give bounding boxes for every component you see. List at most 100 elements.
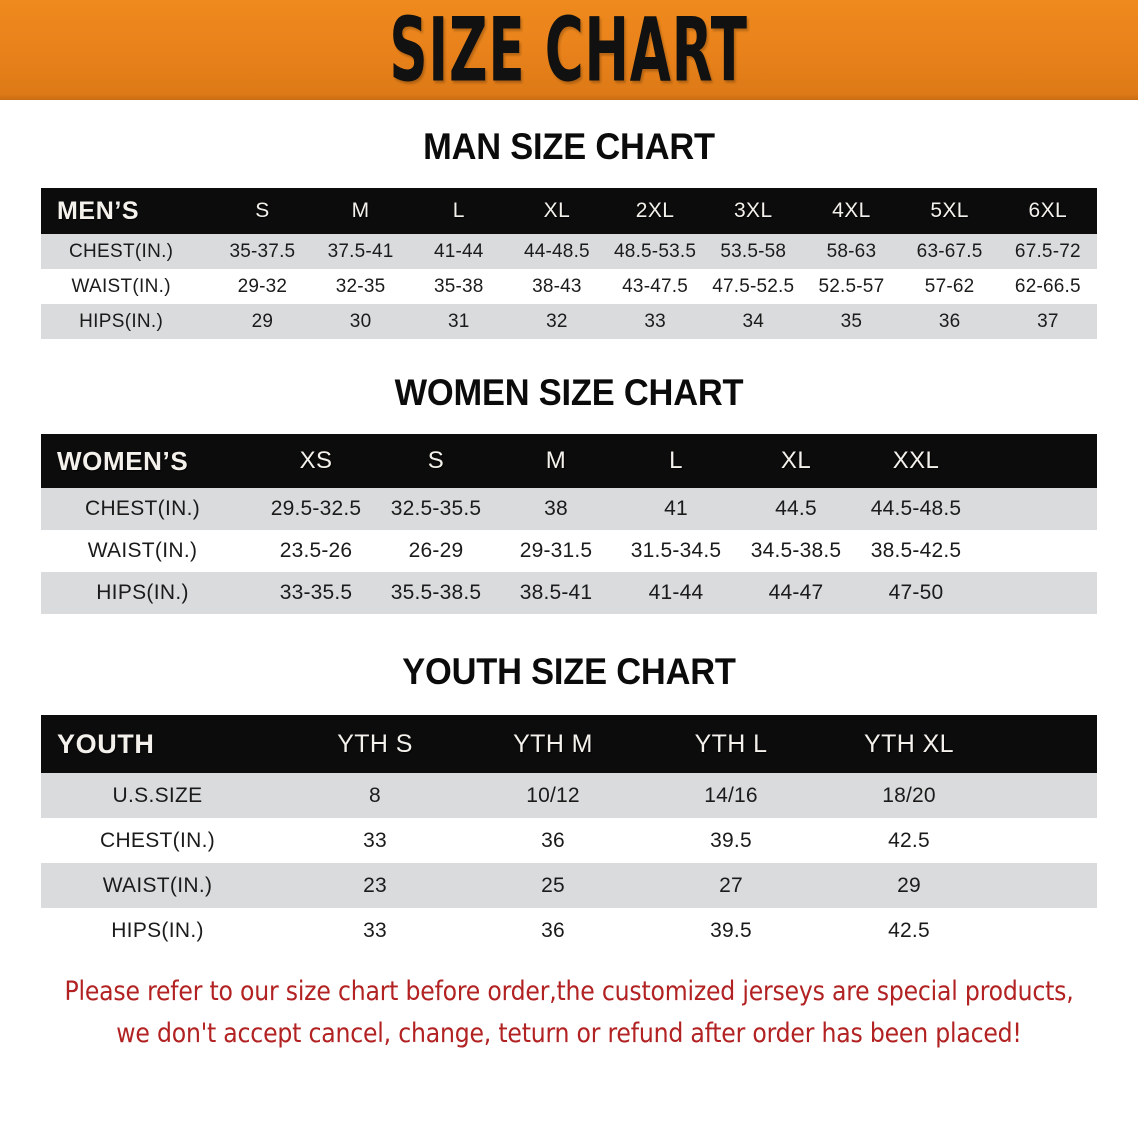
- man-header-size-4xl: 4XL: [802, 188, 901, 234]
- man-hips-4xl: 35: [802, 304, 901, 339]
- women-chest-s: 32.5-35.5: [376, 488, 496, 530]
- man-chest-m: 37.5-41: [311, 234, 410, 269]
- man-section-title: MAN SIZE CHART: [423, 126, 715, 167]
- man-hips-3xl: 34: [704, 304, 803, 339]
- footer-disclaimer: Please refer to our size chart before or…: [36, 971, 1103, 1055]
- youth-ussize-m: 10/12: [464, 773, 642, 818]
- table-row: U.S.SIZE 8 10/12 14/16 18/20: [41, 773, 1097, 818]
- youth-waist-xl: 29: [820, 863, 998, 908]
- women-chest-m: 38: [496, 488, 616, 530]
- women-header-label: WOMEN’S: [41, 434, 256, 488]
- man-size-table: MEN’S S M L XL 2XL 3XL 4XL 5XL 6XL CHEST…: [41, 188, 1097, 339]
- women-waist-m: 29-31.5: [496, 530, 616, 572]
- women-header-size-m: M: [496, 434, 616, 488]
- youth-row-label-us-size: U.S.SIZE: [41, 773, 286, 818]
- women-waist-xl: 34.5-38.5: [736, 530, 856, 572]
- youth-size-table: YOUTH YTH S YTH M YTH L YTH XL U.S.SIZE …: [41, 715, 1097, 953]
- youth-header-size-l: YTH L: [642, 715, 820, 773]
- table-row: HIPS(IN.) 33-35.5 35.5-38.5 38.5-41 41-4…: [41, 572, 1097, 614]
- women-waist-xs: 23.5-26: [256, 530, 376, 572]
- women-chest-xxl: 44.5-48.5: [856, 488, 976, 530]
- women-hips-spacer: [976, 572, 1097, 614]
- man-hips-s: 29: [213, 304, 312, 339]
- youth-header-size-xl: YTH XL: [820, 715, 998, 773]
- man-chest-6xl: 67.5-72: [998, 234, 1097, 269]
- footer-disclaimer-line-1: Please refer to our size chart before or…: [64, 976, 1074, 1007]
- youth-size-table-wrapper: YOUTH YTH S YTH M YTH L YTH XL U.S.SIZE …: [41, 715, 1097, 953]
- man-hips-2xl: 33: [606, 304, 705, 339]
- table-row: CHEST(IN.) 35-37.5 37.5-41 41-44 44-48.5…: [41, 234, 1097, 269]
- man-waist-5xl: 57-62: [900, 269, 999, 304]
- women-hips-l: 41-44: [616, 572, 736, 614]
- women-header-size-xs: XS: [256, 434, 376, 488]
- youth-waist-l: 27: [642, 863, 820, 908]
- youth-header-size-s: YTH S: [286, 715, 464, 773]
- women-chest-l: 41: [616, 488, 736, 530]
- women-size-table-wrapper: WOMEN’S XS S M L XL XXL CHEST(IN.) 29.5-…: [41, 434, 1097, 614]
- youth-section-title: YOUTH SIZE CHART: [402, 651, 736, 692]
- man-header-size-l: L: [409, 188, 508, 234]
- table-row: CHEST(IN.) 29.5-32.5 32.5-35.5 38 41 44.…: [41, 488, 1097, 530]
- man-chest-2xl: 48.5-53.5: [606, 234, 705, 269]
- women-chest-xs: 29.5-32.5: [256, 488, 376, 530]
- youth-waist-spacer: [998, 863, 1097, 908]
- youth-hips-l: 39.5: [642, 908, 820, 953]
- youth-chest-m: 36: [464, 818, 642, 863]
- youth-ussize-l: 14/16: [642, 773, 820, 818]
- man-chest-xl: 44-48.5: [507, 234, 606, 269]
- man-chest-l: 41-44: [409, 234, 508, 269]
- man-header-size-s: S: [213, 188, 312, 234]
- youth-row-label-waist: WAIST(IN.): [41, 863, 286, 908]
- man-header-label: MEN’S: [41, 188, 214, 234]
- youth-header-label: YOUTH: [41, 715, 286, 773]
- man-header-size-6xl: 6XL: [998, 188, 1097, 234]
- man-hips-5xl: 36: [900, 304, 999, 339]
- youth-hips-s: 33: [286, 908, 464, 953]
- women-hips-s: 35.5-38.5: [376, 572, 496, 614]
- table-row: HIPS(IN.) 29 30 31 32 33 34 35 36 37: [41, 304, 1097, 339]
- women-waist-xxl: 38.5-42.5: [856, 530, 976, 572]
- youth-hips-spacer: [998, 908, 1097, 953]
- man-header-size-xl: XL: [507, 188, 606, 234]
- table-row: CHEST(IN.) 33 36 39.5 42.5: [41, 818, 1097, 863]
- man-size-table-wrapper: MEN’S S M L XL 2XL 3XL 4XL 5XL 6XL CHEST…: [41, 188, 1097, 339]
- youth-waist-s: 23: [286, 863, 464, 908]
- man-waist-s: 29-32: [213, 269, 312, 304]
- youth-ussize-spacer: [998, 773, 1097, 818]
- women-section-title: WOMEN SIZE CHART: [394, 372, 744, 413]
- youth-ussize-s: 8: [286, 773, 464, 818]
- women-hips-xxl: 47-50: [856, 572, 976, 614]
- women-chest-xl: 44.5: [736, 488, 856, 530]
- women-hips-xl: 44-47: [736, 572, 856, 614]
- table-row: WAIST(IN.) 23 25 27 29: [41, 863, 1097, 908]
- youth-chest-s: 33: [286, 818, 464, 863]
- women-hips-m: 38.5-41: [496, 572, 616, 614]
- women-waist-l: 31.5-34.5: [616, 530, 736, 572]
- banner-title: SIZE CHART: [389, 0, 749, 100]
- man-row-label-hips: HIPS(IN.): [41, 304, 214, 339]
- youth-row-label-chest: CHEST(IN.): [41, 818, 286, 863]
- youth-ussize-xl: 18/20: [820, 773, 998, 818]
- man-header-size-5xl: 5XL: [900, 188, 999, 234]
- man-waist-3xl: 47.5-52.5: [704, 269, 803, 304]
- youth-waist-m: 25: [464, 863, 642, 908]
- women-header-size-l: L: [616, 434, 736, 488]
- table-row: HIPS(IN.) 33 36 39.5 42.5: [41, 908, 1097, 953]
- man-row-label-chest: CHEST(IN.): [41, 234, 214, 269]
- women-header-size-xl: XL: [736, 434, 856, 488]
- women-hips-xs: 33-35.5: [256, 572, 376, 614]
- women-waist-spacer: [976, 530, 1097, 572]
- footer-disclaimer-line-2: we don't accept cancel, change, teturn o…: [116, 1017, 1022, 1049]
- man-header-size-3xl: 3XL: [704, 188, 803, 234]
- man-hips-m: 30: [311, 304, 410, 339]
- women-header-spacer: [976, 434, 1097, 488]
- man-chest-4xl: 58-63: [802, 234, 901, 269]
- man-waist-xl: 38-43: [507, 269, 606, 304]
- man-header-size-m: M: [311, 188, 410, 234]
- man-hips-6xl: 37: [998, 304, 1097, 339]
- man-hips-xl: 32: [507, 304, 606, 339]
- women-header-row: WOMEN’S XS S M L XL XXL: [41, 434, 1097, 488]
- youth-header-row: YOUTH YTH S YTH M YTH L YTH XL: [41, 715, 1097, 773]
- table-row: WAIST(IN.) 29-32 32-35 35-38 38-43 43-47…: [41, 269, 1097, 304]
